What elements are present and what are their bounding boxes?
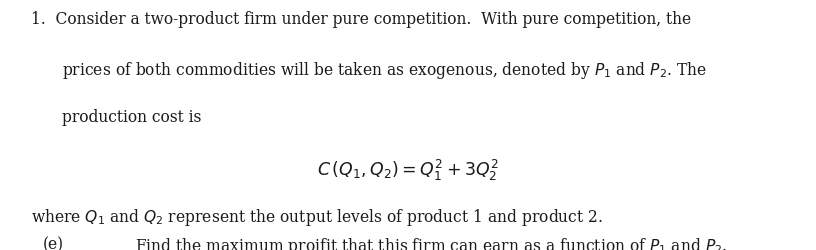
Text: production cost is: production cost is [62, 109, 202, 126]
Text: prices of both commodities will be taken as exogenous, denoted by $P_1$ and $P_2: prices of both commodities will be taken… [62, 60, 707, 81]
Text: (e): (e) [42, 235, 64, 250]
Text: Find the maximum proifit that this firm can earn as a function of $P_1$ and $P_2: Find the maximum proifit that this firm … [135, 235, 727, 250]
Text: $C\,(Q_1, Q_2) = Q_1^2 + 3Q_2^2$: $C\,(Q_1, Q_2) = Q_1^2 + 3Q_2^2$ [317, 158, 499, 182]
Text: where $Q_1$ and $Q_2$ represent the output levels of product 1 and product 2.: where $Q_1$ and $Q_2$ represent the outp… [31, 206, 603, 227]
Text: 1.  Consider a two-product firm under pure competition.  With pure competition, : 1. Consider a two-product firm under pur… [31, 11, 691, 28]
